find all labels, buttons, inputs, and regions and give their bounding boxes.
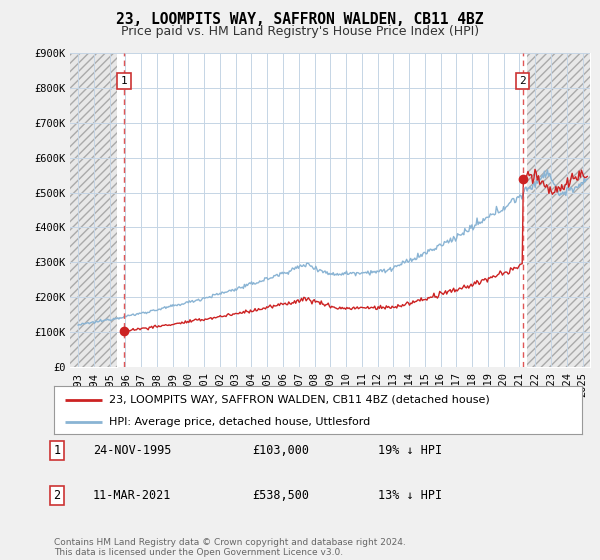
Text: £538,500: £538,500 [252, 489, 309, 502]
Text: 23, LOOMPITS WAY, SAFFRON WALDEN, CB11 4BZ (detached house): 23, LOOMPITS WAY, SAFFRON WALDEN, CB11 4… [109, 395, 490, 405]
Text: HPI: Average price, detached house, Uttlesford: HPI: Average price, detached house, Uttl… [109, 417, 371, 427]
Text: 13% ↓ HPI: 13% ↓ HPI [378, 489, 442, 502]
Bar [70, 53, 118, 367]
Text: Contains HM Land Registry data © Crown copyright and database right 2024.: Contains HM Land Registry data © Crown c… [54, 538, 406, 547]
Text: 23, LOOMPITS WAY, SAFFRON WALDEN, CB11 4BZ: 23, LOOMPITS WAY, SAFFRON WALDEN, CB11 4… [116, 12, 484, 27]
Text: 1: 1 [121, 76, 127, 86]
Text: 11-MAR-2021: 11-MAR-2021 [93, 489, 172, 502]
Text: 1: 1 [53, 444, 61, 458]
Text: £103,000: £103,000 [252, 444, 309, 458]
Text: 24-NOV-1995: 24-NOV-1995 [93, 444, 172, 458]
Text: 2: 2 [53, 489, 61, 502]
Bar [527, 53, 590, 367]
Text: 2: 2 [519, 76, 526, 86]
Text: This data is licensed under the Open Government Licence v3.0.: This data is licensed under the Open Gov… [54, 548, 343, 557]
Text: 19% ↓ HPI: 19% ↓ HPI [378, 444, 442, 458]
Text: Price paid vs. HM Land Registry's House Price Index (HPI): Price paid vs. HM Land Registry's House … [121, 25, 479, 38]
